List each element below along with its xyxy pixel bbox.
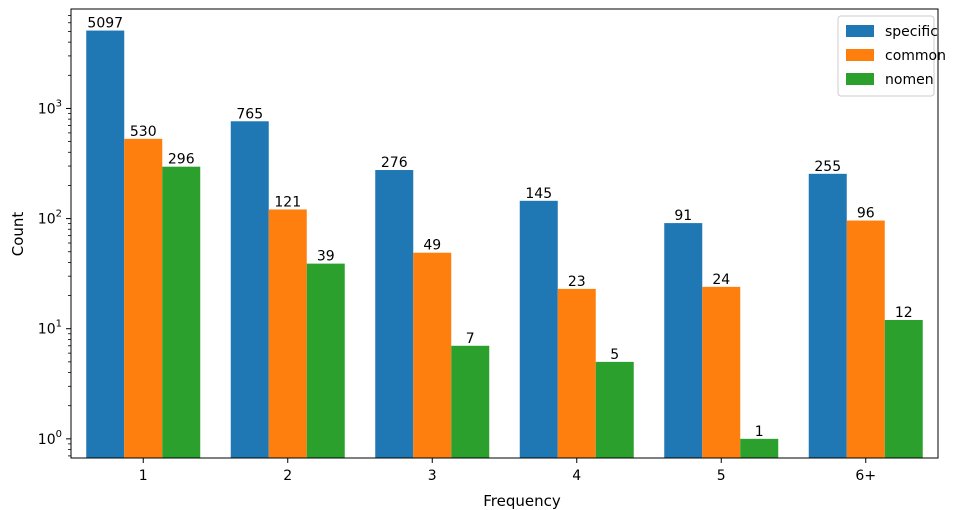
x-tick-label-2: 2 — [283, 468, 292, 484]
bar-nomen-1 — [162, 166, 201, 458]
x-tick-label-6+: 6+ — [855, 468, 876, 484]
bar-value-labels: 5097 530 296 765 121 39 276 49 7 145 23 5 91 24 1 255 96… — [87, 16, 912, 440]
plot-frame — [70, 8, 939, 459]
legend: specific common nomen — [837, 15, 946, 97]
bars-group — [86, 30, 923, 459]
bar-specific-4 — [519, 200, 558, 458]
legend-swatch-nomen — [846, 73, 874, 85]
bar-label-common-2: 121 — [274, 194, 301, 210]
x-tick-label-1: 1 — [139, 468, 148, 484]
bar-nomen-4 — [595, 361, 634, 458]
bar-nomen-3 — [451, 345, 490, 458]
bar-label-specific-2: 765 — [236, 106, 263, 122]
bar-common-2 — [268, 209, 307, 458]
x-tick-label-4: 4 — [572, 468, 581, 484]
bar-label-nomen-3: 7 — [466, 331, 475, 347]
bar-common-4 — [557, 288, 596, 458]
bar-label-common-4: 23 — [568, 274, 586, 290]
bar-label-nomen-5: 1 — [755, 424, 764, 440]
bar-label-specific-4: 145 — [525, 186, 552, 202]
legend-swatch-specific — [846, 25, 874, 37]
y-axis-label: Count — [9, 212, 27, 257]
y-tick-label-1: 100 — [38, 429, 62, 448]
y-tick-label-100: 102 — [38, 209, 62, 228]
legend-label-specific: specific — [885, 24, 938, 40]
bar-label-common-1: 530 — [130, 124, 157, 140]
bar-nomen-5 — [740, 438, 779, 458]
bar-specific-5 — [664, 223, 703, 458]
bar-nomen-2 — [306, 263, 345, 458]
legend-label-common: common — [885, 48, 946, 64]
bar-label-specific-5: 91 — [674, 208, 692, 224]
bar-label-common-6+: 96 — [857, 206, 875, 222]
bar-common-3 — [413, 252, 452, 458]
bar-label-nomen-2: 39 — [317, 249, 335, 265]
bar-label-specific-3: 276 — [381, 155, 408, 171]
bar-specific-3 — [375, 170, 414, 459]
legend-swatch-common — [846, 49, 874, 61]
bar-label-specific-1: 5097 — [87, 16, 123, 32]
bar-label-specific-6+: 255 — [814, 159, 841, 175]
bar-label-nomen-4: 5 — [610, 347, 619, 363]
x-tick-label-3: 3 — [428, 468, 437, 484]
x-tick-label-5: 5 — [717, 468, 726, 484]
bar-nomen-6+ — [884, 319, 923, 458]
bar-common-5 — [702, 286, 741, 458]
y-tick-label-1000: 103 — [38, 98, 62, 117]
y-tick-label-10: 101 — [38, 319, 62, 338]
bar-label-common-5: 24 — [712, 272, 730, 288]
bar-specific-1 — [86, 30, 125, 458]
legend-label-nomen: nomen — [885, 72, 934, 88]
bar-label-nomen-1: 296 — [168, 152, 195, 168]
x-axis-label: Frequency — [483, 492, 561, 510]
bar-common-6+ — [846, 220, 885, 458]
bar-common-1 — [124, 138, 163, 458]
bar-label-nomen-6+: 12 — [895, 305, 913, 321]
bar-specific-6+ — [808, 173, 847, 459]
bar-specific-2 — [230, 121, 269, 458]
bar-label-common-3: 49 — [423, 238, 441, 254]
